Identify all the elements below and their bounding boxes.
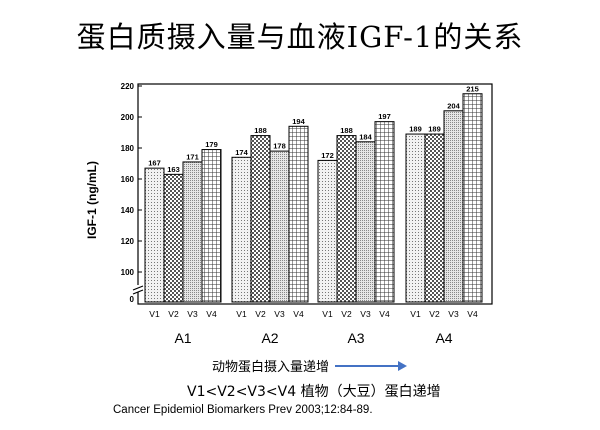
group-label-A3: A3	[347, 330, 364, 346]
category-label: V3	[274, 309, 285, 319]
axis-break-icon	[132, 285, 144, 295]
citation: Cancer Epidemiol Biomarkers Prev 2003;12…	[113, 404, 373, 416]
bar-value-label: 197	[378, 112, 391, 121]
y-tick-label: 140	[121, 206, 135, 215]
bar-A2-V1	[231, 156, 252, 303]
y-tick-label: 220	[121, 82, 135, 91]
y-tick-label: 160	[121, 175, 135, 184]
y-tick-label: 200	[121, 113, 135, 122]
category-label: V2	[429, 309, 440, 319]
bar-A3-V3	[355, 141, 376, 303]
bar-value-label: 179	[205, 140, 218, 149]
bar-value-label: 194	[292, 117, 305, 126]
bars: 167 163 171 179 174 188 178 194 172 188 184 197 189 1…	[144, 84, 483, 303]
plot-frame	[137, 83, 493, 305]
bar-A1-V3	[182, 161, 203, 303]
bar-A4-V4	[462, 93, 483, 303]
category-label: V4	[206, 309, 217, 319]
category-label: V3	[187, 309, 198, 319]
category-label: V4	[467, 309, 478, 319]
slide-title: 蛋白质摄入量与血液IGF-1的关系	[76, 20, 524, 54]
category-label: V1	[410, 309, 421, 319]
bar-value-label: 163	[167, 165, 180, 174]
bar-value-label: 215	[466, 84, 479, 93]
bar-value-label: 171	[186, 152, 199, 161]
y-tick-label: 120	[121, 237, 135, 246]
bar-A4-V1	[405, 133, 426, 303]
bar-A1-V2	[163, 173, 184, 303]
bar-value-label: 167	[148, 159, 161, 168]
bar-A4-V3	[443, 110, 464, 303]
bar-value-label: 178	[273, 142, 286, 151]
category-label: V1	[322, 309, 333, 319]
bar-value-label: 174	[235, 148, 248, 157]
plant-protein-note: V1<V2<V3<V4 植物（大豆）蛋白递增	[187, 384, 441, 400]
bar-A3-V4	[374, 121, 395, 303]
bar-A4-V2	[424, 133, 445, 303]
y-axis: 100 120 140 160 180 200 220 0	[121, 82, 144, 304]
bar-A2-V2	[250, 135, 271, 303]
y-tick-label: 100	[121, 268, 135, 277]
category-label: V4	[379, 309, 390, 319]
animal-protein-note: 动物蛋白摄入量递增	[212, 360, 330, 375]
category-label: V2	[341, 309, 352, 319]
bar-A1-V4	[201, 149, 222, 303]
bar-value-label: 188	[340, 126, 353, 135]
bar-A2-V3	[269, 150, 290, 303]
bar-A1-V1	[144, 167, 165, 303]
bar-A3-V1	[317, 159, 338, 303]
bar-A3-V2	[336, 135, 357, 303]
y-tick-label: 180	[121, 144, 135, 153]
group-label-A4: A4	[435, 330, 452, 346]
igf1-bar-chart: 100 120 140 160 180 200 220 0 167 163 171 179 174 18…	[85, 82, 493, 346]
bar-value-label: 189	[409, 125, 422, 134]
category-label: V1	[236, 309, 247, 319]
bar-value-label: 188	[254, 126, 267, 135]
group-label-A2: A2	[261, 330, 278, 346]
category-label: V3	[448, 309, 459, 319]
y-axis-label: IGF-1 (ng/mL)	[85, 161, 99, 239]
category-label: V4	[293, 309, 304, 319]
category-label: V2	[168, 309, 179, 319]
bar-value-label: 204	[447, 101, 460, 110]
category-label: V2	[255, 309, 266, 319]
bar-value-label: 184	[359, 132, 372, 141]
category-label: V1	[149, 309, 160, 319]
bar-value-label: 172	[321, 151, 334, 160]
x-labels: V1 V2 V3 V4 A1 V1 V2 V3 V4 A2 V1 V2 V3 V4 A3 V1 V2 V3 V4 A4	[149, 309, 478, 346]
bar-value-label: 189	[428, 125, 441, 134]
y-zero-label: 0	[130, 295, 135, 304]
group-label-A1: A1	[174, 330, 191, 346]
category-label: V3	[360, 309, 371, 319]
bar-A2-V4	[288, 125, 309, 303]
